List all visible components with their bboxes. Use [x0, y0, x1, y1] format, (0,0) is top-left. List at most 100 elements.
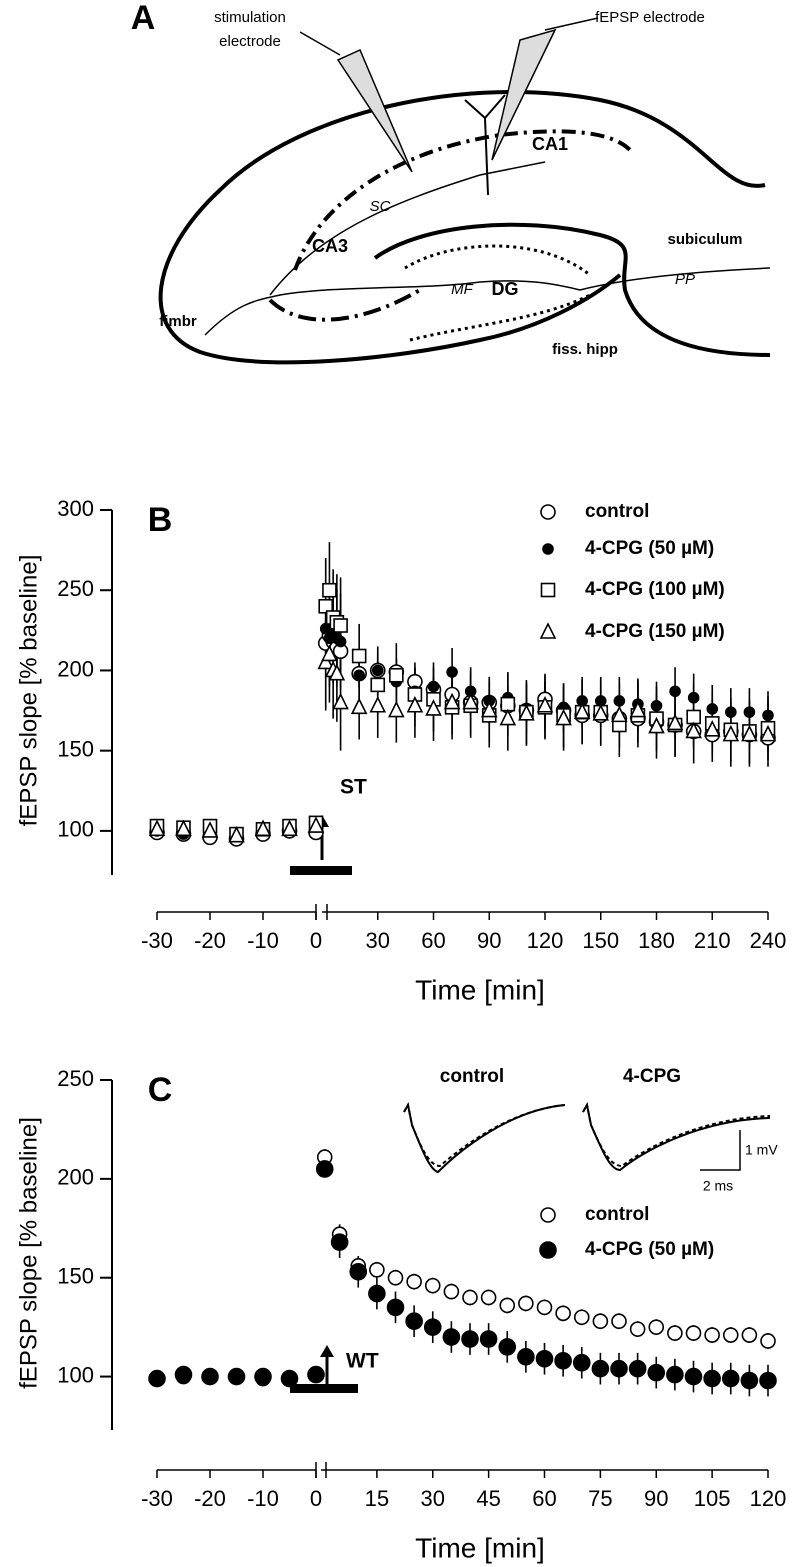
marker: [321, 644, 338, 662]
x-tick-label: -20: [194, 928, 226, 953]
x-tick-label: 180: [638, 928, 675, 953]
x-tick-label: 45: [476, 1486, 500, 1511]
marker: [611, 705, 628, 723]
marker: [518, 703, 535, 721]
x-tick-label: 0: [310, 928, 322, 953]
x-tick-label: 90: [644, 1486, 668, 1511]
marker: [353, 669, 365, 682]
x-tick-label: -30: [141, 928, 173, 953]
dg-layer: [404, 244, 591, 277]
fiber: [269, 161, 546, 296]
marker: [573, 702, 591, 719]
marker: [759, 1371, 777, 1390]
y-tick-label: 150: [57, 736, 94, 761]
marker: [427, 680, 440, 693]
marker: [201, 821, 219, 838]
inset-label: control: [440, 1066, 504, 1087]
marker: [721, 1369, 740, 1388]
y-tick-label: 150: [57, 1264, 94, 1289]
marker: [722, 1327, 739, 1343]
inset-label: 4-CPG: [623, 1066, 681, 1087]
legend-label: 4-CPG (50 µM): [585, 1239, 714, 1260]
marker: [425, 699, 442, 716]
marker: [350, 697, 368, 715]
outline-inner: [373, 222, 771, 357]
y-tick-label: 200: [57, 656, 94, 681]
diagram-label: electrode: [219, 33, 281, 50]
marker: [500, 696, 516, 712]
marker: [371, 664, 384, 677]
marker: [684, 1367, 703, 1386]
marker: [760, 1333, 776, 1349]
marker: [386, 1298, 405, 1317]
marker: [629, 700, 647, 718]
fiber: [204, 267, 771, 336]
marker: [280, 1369, 299, 1388]
marker: [317, 652, 335, 670]
marker: [666, 1365, 684, 1384]
marker: [762, 709, 774, 722]
legend-marker: [539, 622, 557, 639]
ca-layer: [293, 129, 632, 271]
marker: [685, 721, 702, 739]
marker: [592, 1313, 609, 1330]
annotation: WT: [346, 1350, 379, 1373]
x-tick-label: 30: [366, 928, 390, 953]
marker: [687, 691, 700, 704]
x-tick-label: 60: [532, 1486, 556, 1511]
diagram-label: MF: [451, 281, 473, 298]
marker: [647, 1363, 666, 1382]
diagram-label: fimbr: [159, 313, 197, 330]
trace: [403, 1102, 566, 1174]
marker: [650, 699, 663, 712]
y-axis-label: fEPSP slope [% baseline]: [15, 1117, 42, 1389]
diagram-label: fEPSP electrode: [595, 9, 705, 26]
marker: [254, 819, 272, 837]
x-tick-label: 105: [694, 1486, 731, 1511]
marker: [669, 685, 681, 698]
marker: [480, 1289, 497, 1306]
x-tick-label: -20: [194, 1486, 226, 1511]
marker: [479, 1330, 498, 1348]
marker: [351, 648, 367, 664]
marker: [228, 825, 245, 843]
marker: [629, 1321, 646, 1337]
marker: [370, 677, 386, 693]
marker: [369, 695, 387, 713]
marker: [424, 1277, 441, 1294]
diagram-label: PP: [675, 271, 695, 288]
marker: [610, 1359, 628, 1378]
marker: [175, 819, 192, 837]
legend-label: 4-CPG (50 µM): [585, 538, 714, 559]
x-tick-label: -10: [247, 928, 279, 953]
marker: [573, 1309, 590, 1326]
diagram-label: subiculum: [667, 231, 742, 248]
marker: [518, 1295, 534, 1312]
panel-letter: B: [148, 501, 173, 539]
marker: [461, 1330, 479, 1348]
marker: [462, 1289, 478, 1306]
scale-label: 2 ms: [703, 1178, 733, 1194]
x-tick-label: 210: [694, 928, 731, 953]
diagram-label: fiss. hipp: [552, 341, 618, 358]
stimulus-bar: [290, 1384, 358, 1393]
y-tick-label: 100: [57, 1362, 94, 1387]
y-tick-label: 200: [57, 1165, 94, 1190]
x-tick-label: 120: [750, 1486, 787, 1511]
marker: [443, 692, 461, 710]
marker: [536, 1299, 553, 1316]
marker: [535, 1349, 554, 1368]
marker: [741, 1327, 758, 1343]
legend-label: control: [585, 1204, 649, 1225]
legend-label: 4-CPG (100 µM): [585, 579, 725, 600]
x-tick-label: -30: [141, 1486, 173, 1511]
outline: [158, 90, 766, 365]
marker: [281, 819, 298, 837]
diagram-label: DG: [492, 279, 519, 299]
marker: [703, 1369, 721, 1388]
marker: [442, 1328, 461, 1346]
marker: [443, 1283, 460, 1300]
marker: [592, 703, 610, 721]
x-tick-label: 120: [527, 928, 564, 953]
marker: [349, 1262, 368, 1281]
